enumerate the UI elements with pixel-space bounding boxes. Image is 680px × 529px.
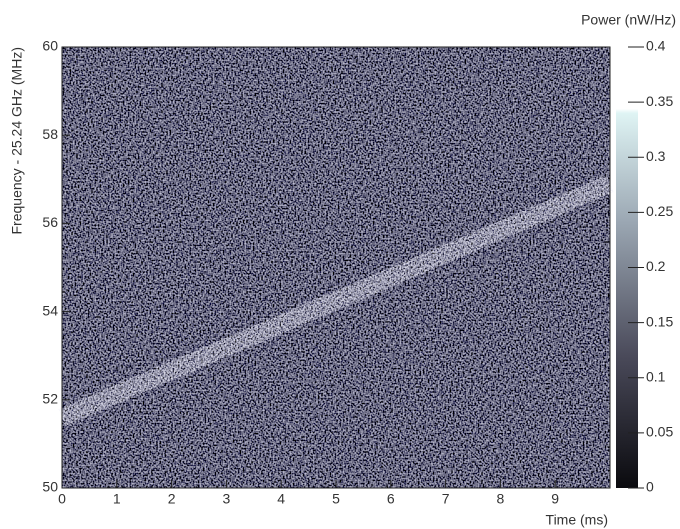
y-tick-label: 52	[42, 391, 58, 407]
x-tick-label: 9	[551, 491, 559, 507]
x-tick-label: 1	[113, 491, 121, 507]
y-tick-label: 50	[42, 479, 58, 495]
y-tick-label: 60	[42, 38, 58, 54]
colorbar-tick-label: 0	[646, 479, 654, 495]
colorbar-tick-label: 0.15	[646, 313, 673, 329]
x-axis-label: Time (ms)	[546, 512, 608, 528]
noise-background	[62, 47, 610, 488]
x-tick-label: 0	[58, 491, 66, 507]
x-tick-label: 7	[442, 491, 450, 507]
x-tick-label: 3	[223, 491, 231, 507]
chirp-signal	[58, 175, 614, 426]
x-tick-label: 5	[332, 491, 340, 507]
x-tick-label: 4	[277, 491, 285, 507]
colorbar-tick-label: 0.05	[646, 424, 673, 440]
colorbar-tick-label: 0.1	[646, 368, 666, 384]
plot-area	[58, 47, 614, 488]
colorbar-tick-label: 0.4	[646, 38, 666, 54]
y-tick-label: 58	[42, 126, 58, 142]
colorbar-tick-label: 0.3	[646, 148, 666, 164]
x-tick-label: 2	[168, 491, 176, 507]
colorbar-tick-label: 0.25	[646, 203, 673, 219]
y-tick-label: 56	[42, 214, 58, 230]
y-tick-label: 54	[42, 302, 58, 318]
colorbar-title: Power (nW/Hz)	[581, 12, 676, 28]
x-tick-label: 6	[387, 491, 395, 507]
colorbar-tick-label: 0.35	[646, 93, 673, 109]
x-tick-label: 8	[497, 491, 505, 507]
colorbar-tick-label: 0.2	[646, 258, 666, 274]
y-axis-label: Frequency - 25.24 GHz (MHz)	[9, 47, 25, 235]
